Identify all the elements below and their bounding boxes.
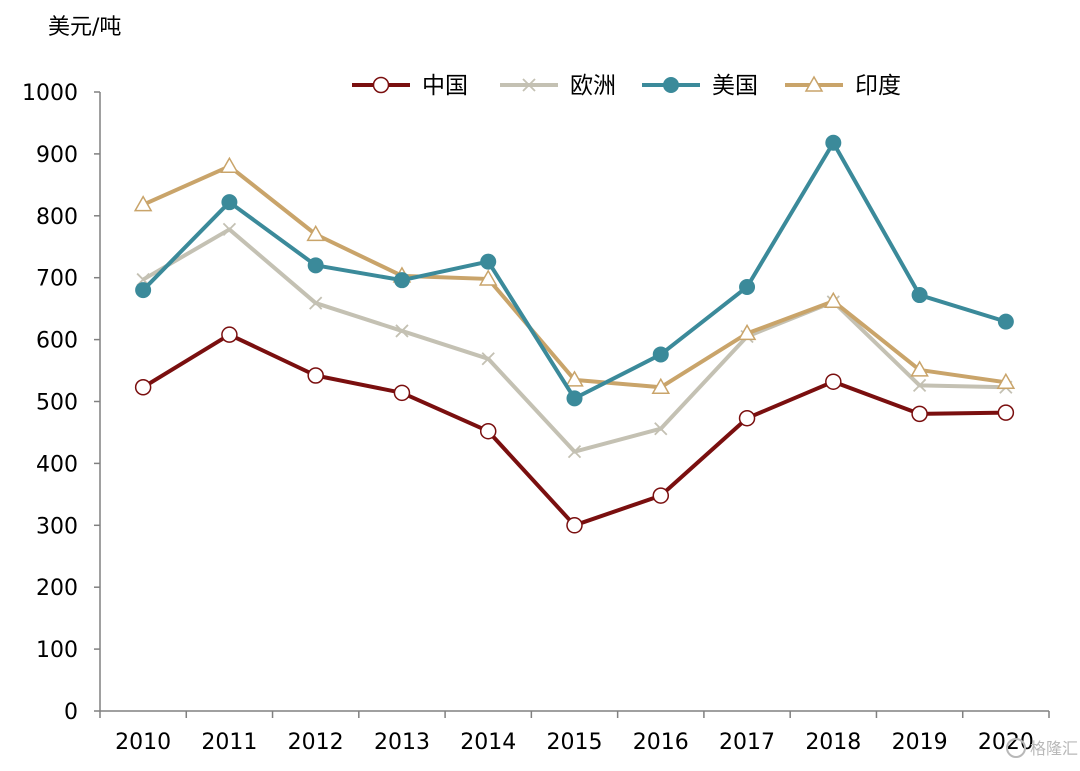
series-4 — [133, 156, 1016, 395]
legend-label: 美国 — [712, 73, 758, 99]
data-point — [738, 409, 756, 427]
data-point — [566, 390, 583, 407]
y-tick-label: 900 — [36, 143, 78, 168]
data-point — [911, 405, 928, 423]
y-tick-label: 400 — [36, 452, 78, 477]
data-point — [825, 373, 842, 390]
x-tick-label: 2016 — [633, 730, 689, 755]
data-point — [911, 287, 928, 304]
series-layer — [133, 134, 1016, 534]
data-point — [393, 272, 410, 289]
data-point — [480, 253, 497, 270]
data-point — [910, 360, 929, 377]
y-tick-label: 200 — [36, 576, 78, 601]
data-point — [566, 517, 583, 534]
data-point — [997, 313, 1014, 330]
y-tick-label: 500 — [36, 391, 78, 416]
legend-marker — [372, 76, 390, 94]
legend-marker — [804, 75, 824, 92]
data-point — [133, 195, 153, 212]
data-point — [307, 367, 324, 384]
x-tick-label: 2011 — [201, 730, 257, 755]
y-axis-unit-label: 美元/吨 — [48, 15, 121, 40]
data-point — [393, 384, 411, 402]
data-point — [567, 445, 582, 459]
x-tick-label: 2012 — [288, 730, 344, 755]
data-point — [222, 222, 237, 237]
legend: 中国 欧洲 美国 印度 — [352, 73, 901, 99]
x-tick-label: 2013 — [374, 730, 430, 755]
x-tick-label: 2020 — [978, 730, 1034, 755]
data-point — [306, 224, 325, 242]
data-point — [739, 278, 756, 295]
legend-item: 印度 — [785, 73, 901, 99]
x-tick-label: 2018 — [805, 730, 861, 755]
x-tick-label: 2019 — [892, 730, 948, 755]
y-tick-label: 1000 — [22, 81, 78, 106]
data-point — [135, 282, 152, 299]
y-tick-label: 600 — [36, 329, 78, 354]
data-point — [652, 346, 669, 363]
legend-label: 欧洲 — [570, 73, 616, 99]
y-tick-label: 0 — [64, 700, 78, 725]
data-point — [395, 324, 409, 338]
data-point — [654, 422, 668, 436]
y-tick-labels: 0 100 200 300 400 500 600 700 800 900 1000 — [22, 81, 78, 725]
series-3 — [135, 134, 1014, 407]
data-point — [309, 296, 323, 310]
data-point — [565, 370, 584, 387]
legend-item: 中国 — [352, 73, 468, 99]
watermark-logo-icon — [1006, 738, 1026, 758]
data-point — [221, 194, 238, 211]
x-tick-label: 2014 — [460, 730, 516, 755]
x-tick-label: 2010 — [115, 730, 171, 755]
data-point — [651, 377, 671, 395]
data-point — [997, 404, 1015, 421]
series-line — [141, 140, 1007, 401]
data-point — [134, 379, 152, 396]
watermark-text: 格隆汇 — [1030, 739, 1078, 758]
data-point — [221, 326, 238, 343]
data-point — [478, 269, 498, 286]
data-point — [479, 422, 497, 440]
x-tick-label: 2015 — [547, 730, 603, 755]
legend-item: 欧洲 — [500, 73, 616, 99]
data-point — [912, 378, 927, 393]
chart-axes — [94, 91, 1050, 718]
data-point — [220, 156, 239, 174]
data-point — [652, 487, 670, 504]
legend-label: 中国 — [422, 73, 468, 99]
y-tick-label: 700 — [36, 267, 78, 292]
x-tick-labels: 2010 2011 2012 2013 2014 2015 2016 2017 2018 2019… — [115, 730, 1034, 755]
data-point — [481, 352, 495, 366]
x-tick-label: 2017 — [719, 730, 775, 755]
data-point — [996, 372, 1016, 390]
y-tick-label: 300 — [36, 514, 78, 539]
data-point — [737, 323, 757, 341]
legend-item: 美国 — [642, 73, 758, 99]
data-point — [825, 134, 842, 151]
data-point — [307, 257, 324, 274]
series-line — [142, 227, 1006, 454]
y-tick-label: 800 — [36, 205, 78, 230]
data-point — [824, 291, 843, 308]
watermark: 格隆汇 — [1006, 738, 1078, 758]
legend-marker — [663, 77, 679, 93]
series-line — [142, 332, 1006, 528]
series-2 — [136, 222, 1013, 459]
series-1 — [134, 326, 1015, 534]
y-tick-label: 100 — [36, 638, 78, 663]
legend-marker — [522, 78, 536, 92]
legend-label: 印度 — [855, 73, 901, 99]
